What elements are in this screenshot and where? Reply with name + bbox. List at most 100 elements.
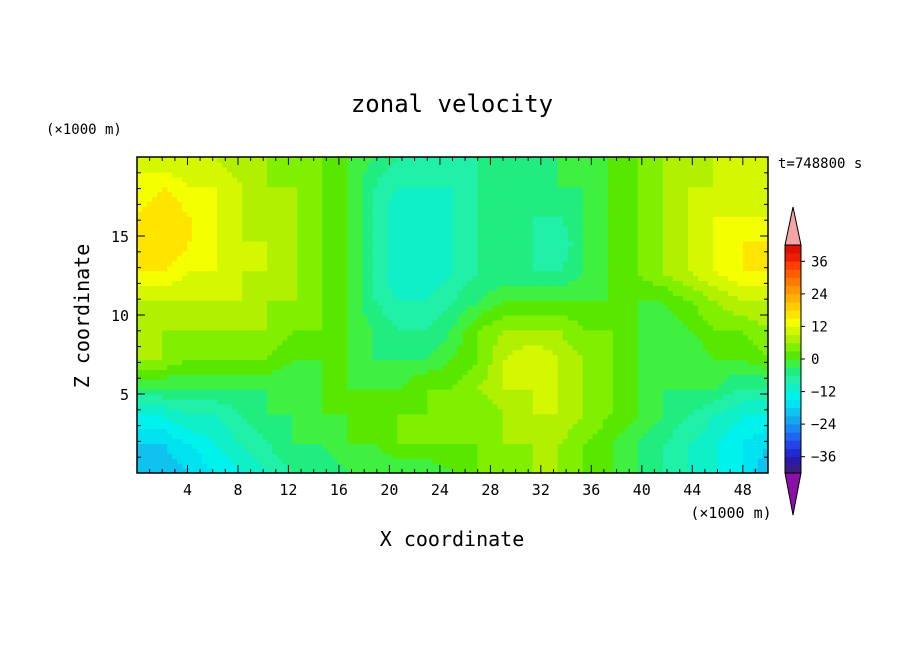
heatmap-cell bbox=[162, 423, 168, 430]
heatmap-cell bbox=[602, 280, 609, 286]
heatmap-cell bbox=[217, 280, 223, 286]
heatmap-cell bbox=[332, 408, 338, 415]
heatmap-cell bbox=[692, 310, 699, 316]
heatmap-cell bbox=[302, 305, 308, 311]
heatmap-cell bbox=[567, 438, 574, 444]
heatmap-cell bbox=[392, 389, 399, 395]
heatmap-cell bbox=[487, 300, 494, 306]
heatmap-cell bbox=[187, 280, 193, 286]
heatmap-cell bbox=[637, 300, 644, 306]
heatmap-cell bbox=[462, 359, 469, 365]
heatmap-cell bbox=[622, 458, 629, 464]
heatmap-cell bbox=[592, 315, 599, 321]
heatmap-cell bbox=[497, 379, 504, 385]
heatmap-cell bbox=[207, 280, 213, 286]
heatmap-cell bbox=[467, 408, 474, 415]
heatmap-cell bbox=[672, 285, 679, 291]
heatmap-cell bbox=[232, 275, 238, 282]
heatmap-cell bbox=[362, 275, 368, 282]
heatmap-cell bbox=[557, 310, 564, 316]
heatmap-cell bbox=[477, 324, 484, 331]
heatmap-cell bbox=[502, 300, 509, 306]
heatmap-cell bbox=[607, 398, 614, 405]
heatmap-cell bbox=[277, 398, 283, 405]
heatmap-cell bbox=[597, 438, 604, 444]
heatmap-cell bbox=[512, 374, 519, 380]
heatmap-cell bbox=[137, 374, 143, 380]
heatmap-cell bbox=[597, 468, 604, 473]
heatmap-cell bbox=[527, 394, 534, 400]
heatmap-cell bbox=[282, 394, 288, 400]
heatmap-cell bbox=[662, 300, 669, 306]
heatmap-cell bbox=[152, 305, 158, 311]
heatmap-cell bbox=[467, 428, 474, 435]
heatmap-cell bbox=[752, 344, 759, 351]
heatmap-cell bbox=[352, 463, 358, 469]
heatmap-cell bbox=[307, 295, 313, 301]
heatmap-cell bbox=[312, 324, 318, 331]
heatmap-cell bbox=[162, 443, 168, 449]
heatmap-cell bbox=[427, 359, 434, 365]
heatmap-cell bbox=[182, 364, 188, 370]
heatmap-cell bbox=[567, 334, 574, 341]
heatmap-cell bbox=[692, 349, 699, 356]
heatmap-cell bbox=[712, 369, 719, 375]
heatmap-cell bbox=[407, 389, 414, 395]
heatmap-cell bbox=[272, 344, 278, 351]
heatmap-cell bbox=[222, 359, 228, 365]
heatmap-cell bbox=[342, 310, 348, 316]
heatmap-cell bbox=[737, 315, 744, 321]
heatmap-cell bbox=[352, 349, 358, 356]
heatmap-cell bbox=[267, 458, 273, 464]
heatmap-cell bbox=[497, 310, 504, 316]
heatmap-cell bbox=[562, 344, 569, 351]
heatmap-cell bbox=[737, 468, 744, 473]
heatmap-cell bbox=[612, 364, 619, 370]
heatmap-cell bbox=[677, 413, 684, 420]
heatmap-cell bbox=[422, 310, 429, 316]
heatmap-cell bbox=[442, 280, 449, 286]
heatmap-cell bbox=[347, 295, 353, 301]
heatmap-cell bbox=[152, 369, 158, 375]
heatmap-cell bbox=[322, 428, 328, 435]
heatmap-cell bbox=[457, 349, 464, 356]
heatmap-cell bbox=[182, 349, 188, 356]
heatmap-cell bbox=[542, 344, 549, 351]
heatmap-cell bbox=[292, 448, 298, 454]
heatmap-cell bbox=[537, 408, 544, 415]
heatmap-cell bbox=[282, 324, 288, 331]
heatmap-cell bbox=[227, 280, 233, 286]
heatmap-cell bbox=[602, 359, 609, 365]
heatmap-cell bbox=[742, 329, 749, 336]
heatmap-cell bbox=[667, 290, 674, 296]
heatmap-cell bbox=[592, 344, 599, 351]
heatmap-cell bbox=[397, 324, 404, 331]
heatmap-cell bbox=[407, 349, 414, 356]
heatmap-cell bbox=[172, 418, 178, 425]
heatmap-cell bbox=[282, 418, 288, 425]
heatmap-cell bbox=[742, 290, 749, 296]
heatmap-cell bbox=[502, 285, 509, 291]
heatmap-cell bbox=[282, 300, 288, 306]
heatmap-cell bbox=[222, 403, 228, 410]
heatmap-cell bbox=[407, 344, 414, 351]
heatmap-cell bbox=[417, 468, 424, 473]
heatmap-cell bbox=[612, 394, 619, 400]
heatmap-cell bbox=[202, 448, 208, 454]
heatmap-cell bbox=[662, 418, 669, 425]
heatmap-cell bbox=[252, 423, 258, 430]
heatmap-cell bbox=[477, 290, 484, 296]
heatmap-cell bbox=[257, 344, 263, 351]
heatmap-cell bbox=[432, 468, 439, 473]
heatmap-cell bbox=[147, 428, 153, 435]
heatmap-cell bbox=[597, 305, 604, 311]
heatmap-cell bbox=[162, 344, 168, 351]
heatmap-cell bbox=[292, 334, 298, 341]
heatmap-cell bbox=[207, 354, 213, 361]
heatmap-cell bbox=[497, 413, 504, 420]
heatmap-cell bbox=[657, 379, 664, 385]
heatmap-cell bbox=[657, 458, 664, 464]
heatmap-cell bbox=[327, 443, 333, 449]
heatmap-cell bbox=[202, 324, 208, 331]
heatmap-cell bbox=[337, 290, 343, 296]
